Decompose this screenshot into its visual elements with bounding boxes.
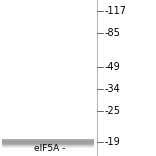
Text: -117: -117 bbox=[105, 6, 127, 16]
Text: -19: -19 bbox=[105, 137, 120, 147]
Text: -85: -85 bbox=[105, 28, 120, 38]
Text: -34: -34 bbox=[105, 84, 120, 94]
FancyBboxPatch shape bbox=[2, 140, 94, 143]
FancyBboxPatch shape bbox=[2, 144, 94, 147]
FancyBboxPatch shape bbox=[2, 141, 94, 144]
FancyBboxPatch shape bbox=[2, 143, 94, 146]
FancyBboxPatch shape bbox=[2, 142, 94, 145]
Text: -25: -25 bbox=[105, 106, 121, 116]
FancyBboxPatch shape bbox=[2, 139, 94, 145]
FancyBboxPatch shape bbox=[2, 139, 94, 142]
Text: eIF5A -: eIF5A - bbox=[34, 144, 66, 154]
Text: -49: -49 bbox=[105, 62, 120, 72]
FancyBboxPatch shape bbox=[2, 141, 94, 144]
FancyBboxPatch shape bbox=[2, 145, 94, 148]
